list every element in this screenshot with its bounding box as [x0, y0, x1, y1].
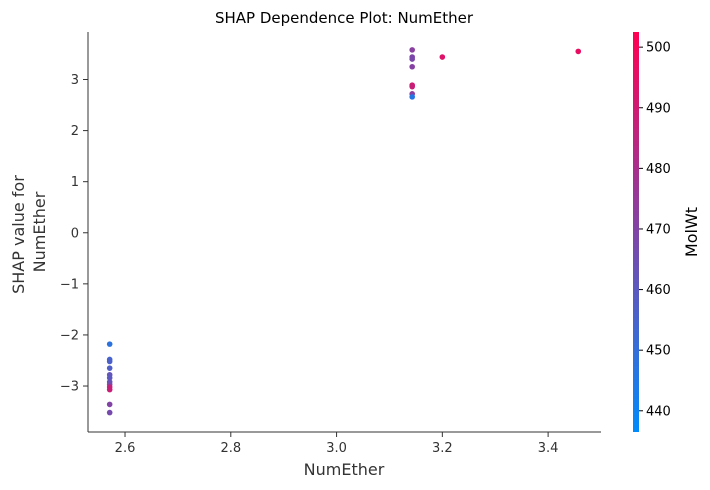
data-point: [439, 54, 446, 60]
colorbar-tick-label: 490: [646, 101, 671, 116]
y-tick-label: 3: [71, 73, 79, 88]
chart-title: SHAP Dependence Plot: NumEther: [215, 9, 474, 27]
colorbar-tick-label: 500: [646, 41, 671, 56]
data-points: [106, 47, 582, 416]
data-point: [106, 386, 113, 393]
y-axis-label-line-2: NumEther: [30, 191, 49, 272]
data-point: [106, 409, 113, 416]
colorbar-label: MolWt: [682, 207, 701, 257]
data-point: [409, 94, 415, 100]
y-tick-label: 2: [71, 124, 79, 139]
colorbar-ticks: 440 450 460 470 480 490 500: [639, 41, 671, 419]
colorbar: [633, 32, 639, 432]
y-axis-label-line-1: SHAP value for: [9, 175, 28, 294]
data-point: [106, 365, 113, 371]
colorbar-tick-label: 480: [646, 162, 671, 177]
x-tick-label: 2.6: [115, 441, 136, 456]
colorbar-tick-label: 440: [646, 404, 671, 419]
y-axis-label: SHAP value for NumEther: [9, 170, 49, 294]
y-tick-label: −2: [60, 328, 79, 343]
y-tick-label: 0: [71, 226, 79, 241]
colorbar-tick-label: 460: [646, 283, 671, 298]
data-point: [106, 358, 113, 365]
x-axis-ticks: 2.6 2.8 3.0 3.2 3.4: [115, 432, 559, 456]
x-tick-label: 3.4: [538, 441, 559, 456]
data-point: [106, 401, 113, 408]
data-point: [409, 83, 415, 90]
colorbar-tick-label: 470: [646, 222, 671, 237]
y-axis-ticks: −3 −2 −1 0 1 2 3: [60, 73, 88, 395]
data-point: [409, 47, 415, 53]
data-point: [409, 63, 415, 70]
x-tick-label: 3.2: [432, 441, 453, 456]
y-tick-label: −3: [60, 380, 79, 395]
y-tick-label: −1: [60, 277, 79, 292]
y-tick-label: 1: [71, 175, 79, 190]
x-tick-label: 3.0: [326, 441, 347, 456]
data-point: [106, 341, 113, 347]
data-point: [106, 375, 113, 381]
colorbar-tick-label: 450: [646, 344, 671, 359]
x-tick-label: 2.8: [220, 441, 241, 456]
data-point: [409, 56, 415, 62]
x-axis-label: NumEther: [304, 460, 385, 479]
data-point: [575, 48, 582, 55]
